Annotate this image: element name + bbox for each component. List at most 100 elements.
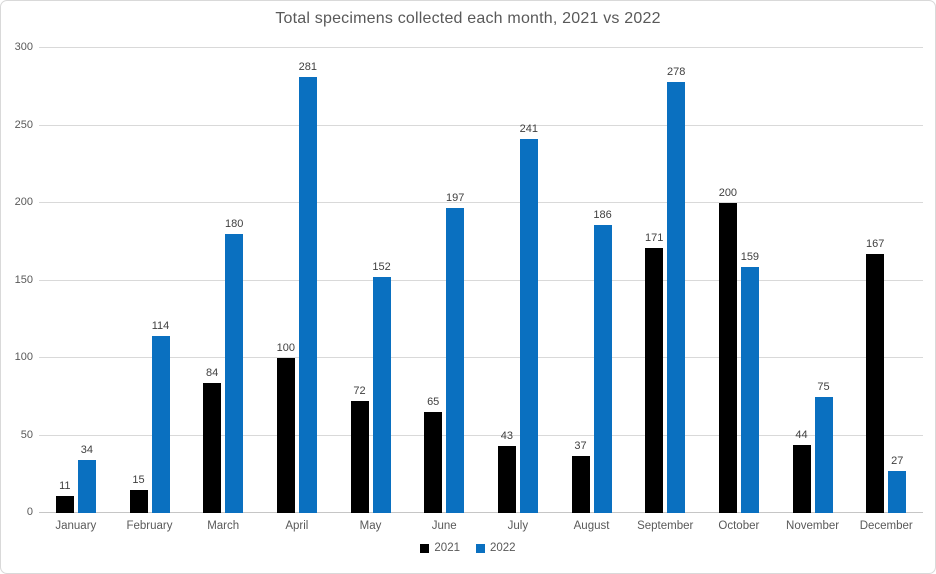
- legend-label-2022: 2022: [490, 542, 516, 554]
- bar-2022-may: 152: [372, 261, 391, 513]
- bar-2022-august: 186: [593, 209, 612, 513]
- y-tick-label-250: 250: [14, 118, 33, 131]
- y-tick-label-0: 0: [26, 506, 33, 518]
- month-group-february: 15 114: [113, 48, 187, 513]
- data-label-2022-september: 278: [667, 66, 686, 79]
- x-tick-label-march: March: [207, 520, 240, 532]
- bar-pair-october: 200 159: [702, 187, 776, 513]
- data-label-2022-may: 152: [372, 261, 391, 274]
- data-label-2022-june: 197: [446, 191, 465, 204]
- y-tick-label-150: 150: [14, 273, 33, 286]
- legend-swatch-icon: [420, 543, 430, 553]
- x-tick-label-april: April: [285, 520, 309, 532]
- y-tick-label-50: 50: [20, 428, 33, 441]
- bar-pair-may: 72 152: [334, 261, 408, 513]
- month-group-november: 44 75: [776, 48, 850, 513]
- data-label-2021-february: 15: [132, 473, 145, 486]
- bar-2021-may: 72: [350, 385, 369, 513]
- bar-pair-april: 100 281: [260, 61, 334, 513]
- bar-2022-april: 281: [299, 61, 317, 513]
- y-tick-label-300: 300: [14, 41, 33, 53]
- bar-2021-september: 171: [645, 232, 663, 513]
- data-label-2021-january: 11: [59, 479, 71, 492]
- legend-swatch-icon: [476, 543, 485, 553]
- bar-pair-july: 43 241: [481, 123, 555, 513]
- data-label-2021-september: 171: [645, 231, 664, 244]
- bar-2021-march: 84: [203, 367, 222, 513]
- data-label-2022-july: 241: [519, 123, 539, 136]
- bar-2022-february: 114: [151, 320, 170, 513]
- bar-pair-september: 171 278: [628, 66, 702, 513]
- data-label-2021-july: 43: [500, 430, 513, 443]
- gridline-250: [39, 124, 923, 126]
- data-label-2021-december: 167: [866, 238, 885, 251]
- month-group-december: 167 27: [849, 48, 923, 513]
- x-tick-label-february: February: [126, 520, 173, 532]
- data-label-2022-december: 27: [891, 455, 904, 468]
- bar-2021-january: 11: [55, 480, 74, 513]
- gridline-200: [39, 202, 923, 203]
- x-tick-label-july: July: [507, 520, 529, 532]
- data-label-2021-march: 84: [206, 366, 219, 379]
- data-label-2021-august: 37: [574, 439, 587, 452]
- bar-pair-june: 65 197: [407, 192, 481, 513]
- data-label-2022-november: 75: [817, 380, 830, 393]
- legend-item-2021: 2021: [420, 542, 460, 554]
- data-label-2022-october: 159: [740, 250, 760, 263]
- x-tick-label-december: December: [859, 520, 913, 532]
- bar-2021-october: 200: [719, 187, 737, 513]
- chart-title: Total specimens collected each month, 20…: [275, 10, 661, 27]
- legend: 2021 2022: [1, 542, 935, 554]
- x-tick-label-june: June: [431, 520, 457, 532]
- bar-pair-march: 84 180: [186, 218, 260, 513]
- legend-label-2021: 2021: [434, 542, 460, 554]
- bar-2021-december: 167: [866, 238, 884, 513]
- month-group-september: 171 278: [628, 48, 702, 513]
- bar-2021-april: 100: [277, 342, 295, 513]
- data-label-2021-may: 72: [353, 385, 366, 398]
- bar-2022-september: 278: [667, 66, 685, 513]
- bar-2021-august: 37: [571, 440, 590, 513]
- x-tick-label-august: August: [573, 520, 610, 532]
- bar-2021-february: 15: [129, 474, 148, 513]
- data-label-2022-august: 186: [593, 208, 612, 221]
- bar-pair-august: 37 186: [555, 209, 629, 513]
- month-group-august: 37 186: [555, 48, 629, 513]
- month-group-october: 200 159: [702, 48, 776, 513]
- month-group-june: 65 197: [407, 48, 481, 513]
- x-axis-line: [39, 512, 923, 513]
- y-axis: 0 50 100 150 200 250 300: [1, 41, 33, 518]
- bar-2021-june: 65: [424, 396, 443, 513]
- data-label-2022-january: 34: [80, 444, 93, 457]
- month-group-may: 72 152: [334, 48, 408, 513]
- data-label-2022-april: 281: [298, 61, 318, 74]
- bar-pair-february: 15 114: [113, 320, 187, 513]
- bar-2021-july: 43: [497, 430, 516, 513]
- legend-item-2022: 2022: [476, 542, 516, 554]
- bar-pair-january: 11 34: [39, 444, 113, 513]
- month-group-january: 11 34: [39, 48, 113, 513]
- data-label-2021-november: 44: [795, 428, 808, 441]
- bar-2022-december: 27: [888, 455, 907, 513]
- bar-pair-december: 167 27: [849, 238, 923, 513]
- x-axis: January February March April May June July Augu…: [39, 520, 923, 532]
- x-tick-label-may: May: [359, 520, 382, 532]
- data-label-2021-october: 200: [718, 187, 738, 199]
- x-tick-label-october: October: [718, 520, 760, 532]
- month-group-march: 84 180: [186, 48, 260, 513]
- gridline-300: [39, 47, 923, 48]
- x-tick-label-november: November: [786, 520, 840, 532]
- month-group-april: 100 281: [260, 48, 334, 513]
- bar-2022-july: 241: [520, 123, 538, 513]
- bar-pair-november: 44 75: [776, 381, 850, 513]
- bar-2022-march: 180: [225, 218, 243, 513]
- month-group-july: 43 241: [481, 48, 555, 513]
- months-row: 11 34 15 114 84 180 100 281 72 152 65 197 43 241 37 186…: [39, 48, 923, 513]
- bar-2022-november: 75: [814, 381, 833, 513]
- data-label-2021-june: 65: [427, 396, 440, 409]
- plot-area: 11 34 15 114 84 180 100 281 72 152 65 197 43 241 37 186…: [39, 47, 923, 513]
- x-tick-label-january: January: [55, 520, 97, 532]
- gridline-50: [39, 434, 923, 436]
- x-tick-label-september: September: [637, 520, 694, 532]
